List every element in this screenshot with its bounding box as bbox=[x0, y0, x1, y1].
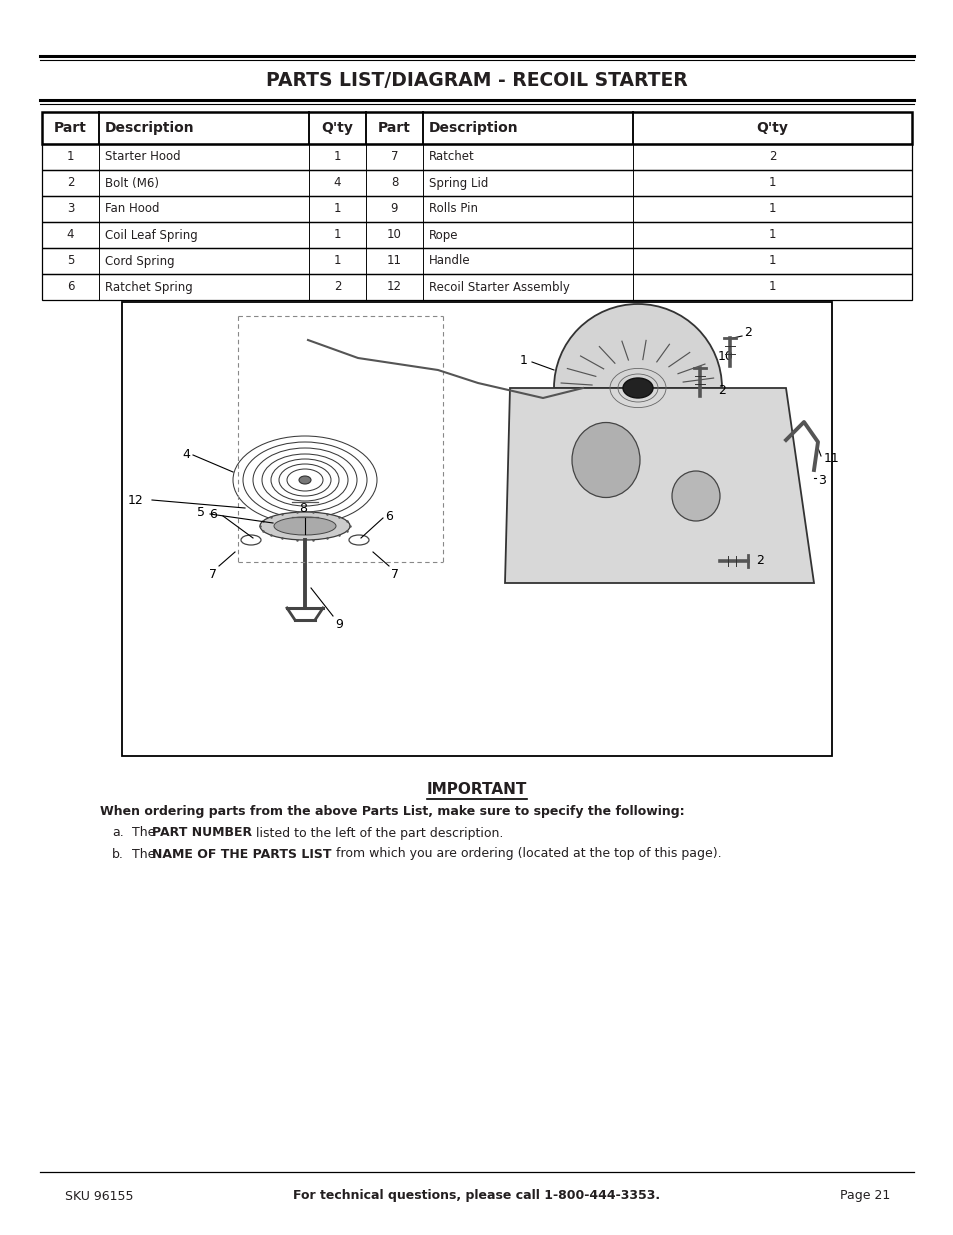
Text: 6: 6 bbox=[385, 510, 393, 524]
Ellipse shape bbox=[298, 475, 311, 484]
Text: The: The bbox=[132, 847, 159, 861]
Text: 2: 2 bbox=[334, 280, 341, 294]
Polygon shape bbox=[504, 388, 813, 583]
Text: 1: 1 bbox=[334, 228, 341, 242]
Text: 1: 1 bbox=[768, 203, 776, 215]
Text: Coil Leaf Spring: Coil Leaf Spring bbox=[105, 228, 197, 242]
Text: For technical questions, please call 1-800-444-3353.: For technical questions, please call 1-8… bbox=[294, 1189, 659, 1203]
Text: Bolt (M6): Bolt (M6) bbox=[105, 177, 159, 189]
Ellipse shape bbox=[572, 422, 639, 498]
Text: Description: Description bbox=[429, 121, 518, 135]
Text: b.: b. bbox=[112, 847, 124, 861]
Text: Handle: Handle bbox=[429, 254, 470, 268]
Text: Fan Hood: Fan Hood bbox=[105, 203, 159, 215]
Text: 1: 1 bbox=[334, 254, 341, 268]
Text: 2: 2 bbox=[743, 326, 751, 340]
Text: 2: 2 bbox=[755, 555, 763, 568]
Text: 1: 1 bbox=[334, 203, 341, 215]
Text: IMPORTANT: IMPORTANT bbox=[426, 783, 527, 798]
Text: 8: 8 bbox=[391, 177, 397, 189]
Text: PARTS LIST/DIAGRAM - RECOIL STARTER: PARTS LIST/DIAGRAM - RECOIL STARTER bbox=[266, 70, 687, 89]
Bar bbox=[42, 222, 911, 248]
Text: 3: 3 bbox=[67, 203, 74, 215]
Wedge shape bbox=[554, 304, 721, 388]
Text: Part: Part bbox=[377, 121, 411, 135]
Bar bbox=[42, 112, 911, 144]
Text: 4: 4 bbox=[67, 228, 74, 242]
Text: 12: 12 bbox=[387, 280, 401, 294]
Text: Q'ty: Q'ty bbox=[756, 121, 787, 135]
Bar bbox=[42, 170, 911, 196]
Text: 1: 1 bbox=[768, 177, 776, 189]
Bar bbox=[122, 303, 831, 756]
Text: Recoil Starter Assembly: Recoil Starter Assembly bbox=[429, 280, 569, 294]
Text: from which you are ordering (located at the top of this page).: from which you are ordering (located at … bbox=[332, 847, 720, 861]
Text: 7: 7 bbox=[391, 568, 398, 580]
Text: listed to the left of the part description.: listed to the left of the part descripti… bbox=[252, 826, 503, 840]
Ellipse shape bbox=[622, 378, 652, 398]
Text: Q'ty: Q'ty bbox=[321, 121, 353, 135]
Text: Cord Spring: Cord Spring bbox=[105, 254, 174, 268]
Text: Spring Lid: Spring Lid bbox=[429, 177, 488, 189]
Text: 11: 11 bbox=[823, 452, 839, 464]
Text: Ratchet Spring: Ratchet Spring bbox=[105, 280, 193, 294]
Text: 7: 7 bbox=[391, 151, 397, 163]
Text: 1: 1 bbox=[768, 254, 776, 268]
Text: 3: 3 bbox=[817, 473, 825, 487]
Text: Page 21: Page 21 bbox=[839, 1189, 889, 1203]
Text: 9: 9 bbox=[335, 618, 342, 631]
Text: 2: 2 bbox=[718, 384, 725, 396]
Text: 1: 1 bbox=[334, 151, 341, 163]
Text: 7: 7 bbox=[209, 568, 216, 580]
Text: 5: 5 bbox=[196, 506, 205, 520]
Bar bbox=[42, 248, 911, 274]
Ellipse shape bbox=[671, 471, 720, 521]
Text: 4: 4 bbox=[334, 177, 341, 189]
Text: 12: 12 bbox=[128, 494, 144, 506]
Text: NAME OF THE PARTS LIST: NAME OF THE PARTS LIST bbox=[152, 847, 331, 861]
Bar bbox=[42, 274, 911, 300]
Text: 6: 6 bbox=[209, 508, 216, 520]
Text: 10: 10 bbox=[718, 350, 733, 363]
Text: Starter Hood: Starter Hood bbox=[105, 151, 180, 163]
Bar bbox=[42, 196, 911, 222]
Text: Ratchet: Ratchet bbox=[429, 151, 475, 163]
Text: 2: 2 bbox=[67, 177, 74, 189]
Ellipse shape bbox=[260, 513, 350, 540]
Text: PART NUMBER: PART NUMBER bbox=[152, 826, 252, 840]
Text: 9: 9 bbox=[391, 203, 397, 215]
Bar bbox=[42, 144, 911, 170]
Text: Rolls Pin: Rolls Pin bbox=[429, 203, 477, 215]
Text: 1: 1 bbox=[768, 280, 776, 294]
Text: 5: 5 bbox=[67, 254, 74, 268]
Text: Rope: Rope bbox=[429, 228, 458, 242]
Text: 2: 2 bbox=[768, 151, 776, 163]
Text: Part: Part bbox=[54, 121, 87, 135]
Text: 4: 4 bbox=[182, 447, 190, 461]
Text: When ordering parts from the above Parts List, make sure to specify the followin: When ordering parts from the above Parts… bbox=[100, 805, 684, 819]
Text: 1: 1 bbox=[67, 151, 74, 163]
Text: 1: 1 bbox=[519, 353, 527, 367]
Text: 8: 8 bbox=[298, 501, 307, 515]
Text: a.: a. bbox=[112, 826, 124, 840]
Text: 6: 6 bbox=[67, 280, 74, 294]
Text: Description: Description bbox=[105, 121, 194, 135]
Text: 1: 1 bbox=[768, 228, 776, 242]
Ellipse shape bbox=[274, 517, 335, 535]
Text: 11: 11 bbox=[387, 254, 401, 268]
Text: SKU 96155: SKU 96155 bbox=[65, 1189, 133, 1203]
Text: 10: 10 bbox=[387, 228, 401, 242]
Text: The: The bbox=[132, 826, 159, 840]
